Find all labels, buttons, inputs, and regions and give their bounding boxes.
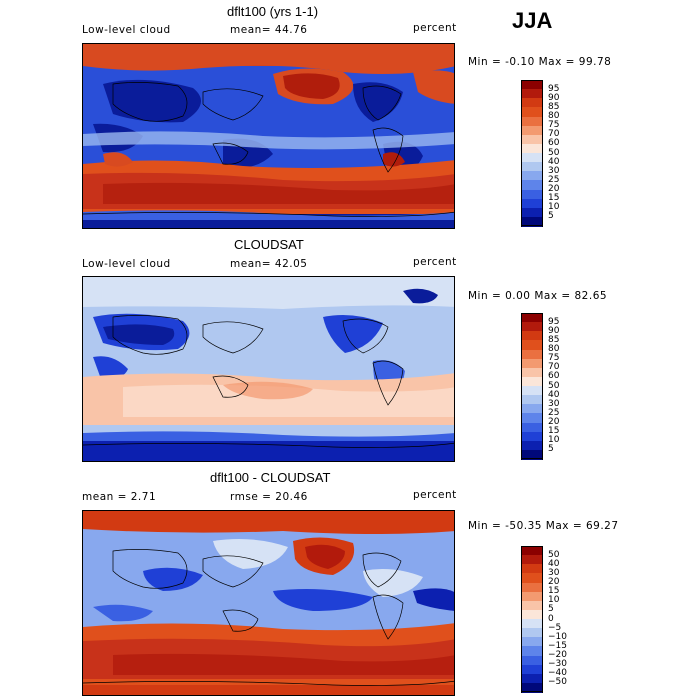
panel1-units-label: percent	[413, 22, 457, 34]
panel1-colorbar-label: 95	[548, 83, 560, 94]
panel3-mean-label: mean = 2.71	[82, 491, 157, 503]
panel3-colorbar-label: −40	[548, 668, 567, 679]
panel3-colorbar-label: 30	[548, 567, 560, 578]
panel1-colorbar-label: 75	[548, 120, 560, 131]
panel2-colorbar-label: 15	[548, 426, 560, 437]
panel1-colorbar-label: 60	[548, 138, 560, 149]
panel1-colorbar-label: 20	[548, 184, 560, 194]
panel1-colorbar-label: 5	[548, 211, 554, 222]
panel1-title: dflt100 (yrs 1-1)	[227, 4, 319, 19]
panel3-title: dflt100 - CLOUDSAT	[210, 470, 331, 485]
panel2-minmax: Min = 0.00 Max = 82.65	[468, 290, 608, 302]
panel3-colorbar-label: −50	[548, 677, 567, 688]
panel2-map-svg	[83, 277, 454, 461]
panel1-colorbar-label: 15	[548, 193, 560, 204]
panel2-variable-label: Low-level cloud	[82, 258, 171, 270]
panel1-colorbar-label: 50	[548, 147, 560, 158]
panel2-colorbar-swatch	[521, 449, 543, 460]
panel3-colorbar-label: 15	[548, 586, 560, 597]
panel3-colorbar-label: −5	[548, 622, 562, 633]
panel2-map	[82, 276, 455, 462]
panel3-colorbar-label: 10	[548, 595, 560, 606]
panel3-colorbar: 50 40 30 20 15 10 5 0 −5 −10 −15 −20 −30 −40 −50	[521, 546, 601, 693]
panel2-colorbar-label: 85	[548, 334, 560, 345]
panel1-mean-label: mean= 44.76	[230, 24, 308, 36]
panel1-colorbar-label: 85	[548, 101, 560, 112]
panel2-colorbar-label: 25	[548, 407, 560, 418]
panel1-colorbar-label: 10	[548, 202, 560, 213]
panel2-colorbar: 95 90 85 80 75 70 60 50 40 30 25 20 15 10 5	[521, 313, 601, 460]
panel2-units-label: percent	[413, 256, 457, 268]
panel3-colorbar-label: 20	[548, 577, 560, 587]
panel2-colorbar-label: 75	[548, 353, 560, 364]
panel2-colorbar-label: 40	[548, 389, 560, 400]
panel2-colorbar-label: 50	[548, 380, 560, 391]
panel3-colorbar-label: −20	[548, 650, 567, 660]
panel3-colorbar-label: 5	[548, 604, 554, 615]
panel2-colorbar-label: 90	[548, 325, 560, 336]
panel1-colorbar-label: 30	[548, 165, 560, 176]
panel1-colorbar-label: 25	[548, 174, 560, 185]
panel1-map	[82, 43, 455, 229]
panel3-colorbar-label: −15	[548, 640, 567, 651]
panel1-colorbar-label: 40	[548, 156, 560, 167]
panel1-colorbar-label: 70	[548, 129, 560, 140]
panel3-rmse-label: rmse = 20.46	[230, 491, 308, 503]
panel3-units-label: percent	[413, 489, 457, 501]
season-label: JJA	[512, 8, 553, 33]
panel2-colorbar-label: 70	[548, 362, 560, 373]
panel2-colorbar-label: 5	[548, 444, 554, 455]
panel1-colorbar-swatch	[521, 216, 543, 227]
panel3-colorbar-label: 40	[548, 558, 560, 569]
panel1-map-svg	[83, 44, 454, 228]
panel3-map-svg	[83, 511, 454, 695]
panel2-colorbar-label: 60	[548, 371, 560, 382]
panel2-colorbar-label: 80	[548, 344, 560, 354]
panel2-title: CLOUDSAT	[234, 237, 304, 252]
panel2-colorbar-label: 20	[548, 417, 560, 427]
panel2-mean-label: mean= 42.05	[230, 258, 308, 270]
panel3-colorbar-label: −30	[548, 659, 567, 670]
panel1-colorbar: 95 90 85 80 75 70 60 50 40 30 25 20 15 10 5	[521, 80, 601, 227]
panel3-colorbar-label: 50	[548, 549, 560, 560]
panel1-colorbar-label: 80	[548, 111, 560, 121]
panel2-colorbar-label: 10	[548, 435, 560, 446]
panel2-colorbar-label: 95	[548, 316, 560, 327]
panel3-minmax: Min = -50.35 Max = 69.27	[468, 520, 619, 532]
panel3-map	[82, 510, 455, 696]
panel3-colorbar-label: −10	[548, 631, 567, 642]
panel3-colorbar-label: 0	[548, 613, 554, 624]
panel2-colorbar-label: 30	[548, 398, 560, 409]
panel1-minmax: Min = -0.10 Max = 99.78	[468, 56, 612, 68]
panel3-colorbar-swatch	[521, 682, 543, 693]
panel1-colorbar-label: 90	[548, 92, 560, 103]
panel1-variable-label: Low-level cloud	[82, 24, 171, 36]
